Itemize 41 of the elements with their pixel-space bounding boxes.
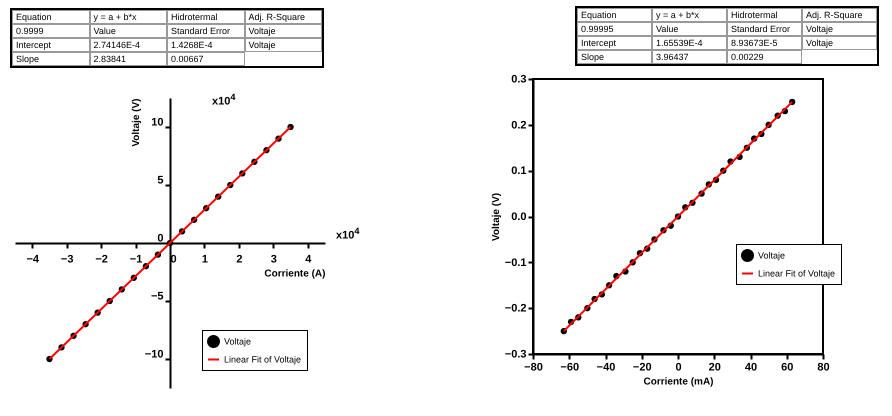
- y-tick-label: −0.1: [504, 256, 526, 269]
- x-tick-label: 60: [781, 362, 794, 374]
- x-tick-label: 80: [817, 362, 830, 374]
- fit-table: Equation y = a + b*x Hidrotermal Adj. R-Square 0.9999 Value Standard Error Voltaje Intercept 2.74146E-4 1.4268E-4 Voltaje Slope 2.83841 0.00667: [10, 8, 324, 68]
- x-tick-label: −20: [632, 362, 652, 374]
- legend-label: Voltaje: [224, 336, 252, 346]
- x-tick-label: 2: [236, 254, 242, 266]
- y-axis-title: Voltaje (V): [490, 192, 502, 242]
- x-tick-label: 3: [270, 254, 277, 266]
- x-tick-label: 1: [202, 254, 208, 266]
- x-tick-label: 20: [708, 362, 721, 374]
- legend-label: Voltaje: [758, 250, 786, 260]
- y-axis-title: Voltaje (V): [130, 98, 142, 147]
- x-tick-label: −1: [130, 254, 142, 266]
- x-tick-label: 40: [744, 362, 758, 374]
- y-tick-label: 10: [151, 116, 164, 128]
- x-tick-label: 0: [675, 362, 682, 374]
- x-tick-label: −80: [524, 362, 543, 374]
- x-tick-label: −4: [26, 254, 40, 266]
- x-axis-title: Corriente (mA): [643, 376, 714, 388]
- x-tick-label: −40: [596, 362, 616, 374]
- y-tick-label: 0.2: [511, 119, 526, 132]
- legend-label: Linear Fit of Voltaje: [224, 354, 302, 364]
- y-tick-label: −5: [150, 290, 164, 302]
- y-tick-label: 0.3: [511, 74, 526, 86]
- y-tick-label: 0.0: [511, 211, 526, 223]
- y-tick-label: −10: [144, 348, 164, 360]
- legend-label: Linear Fit of Voltaje: [758, 268, 836, 278]
- x-tick-label: 4: [305, 254, 312, 266]
- y-tick-label: −0.2: [504, 302, 526, 315]
- x-tick-label: −60: [560, 362, 580, 374]
- y-tick-label: 0: [157, 232, 164, 244]
- text: x10$^{4}$: [336, 226, 360, 242]
- x-axis-title: Corriente (A): [264, 268, 326, 280]
- x-tick-label: −2: [95, 254, 108, 266]
- y-tick-label: −0.3: [504, 348, 526, 360]
- y-tick-label: 5: [157, 174, 164, 186]
- annotation: x10$^{4}$: [212, 92, 236, 108]
- x-tick-label: −3: [60, 254, 74, 266]
- y-tick-label: 0.1: [511, 165, 526, 178]
- fit-table: Equation y = a + b*x Hidrotermal Adj. R-Square 0.99995 Value Standard Error Voltaje Intercept 1.65539E-4 8.93673E-5 Voltaje Slope 3.96437 0.00229: [575, 6, 879, 66]
